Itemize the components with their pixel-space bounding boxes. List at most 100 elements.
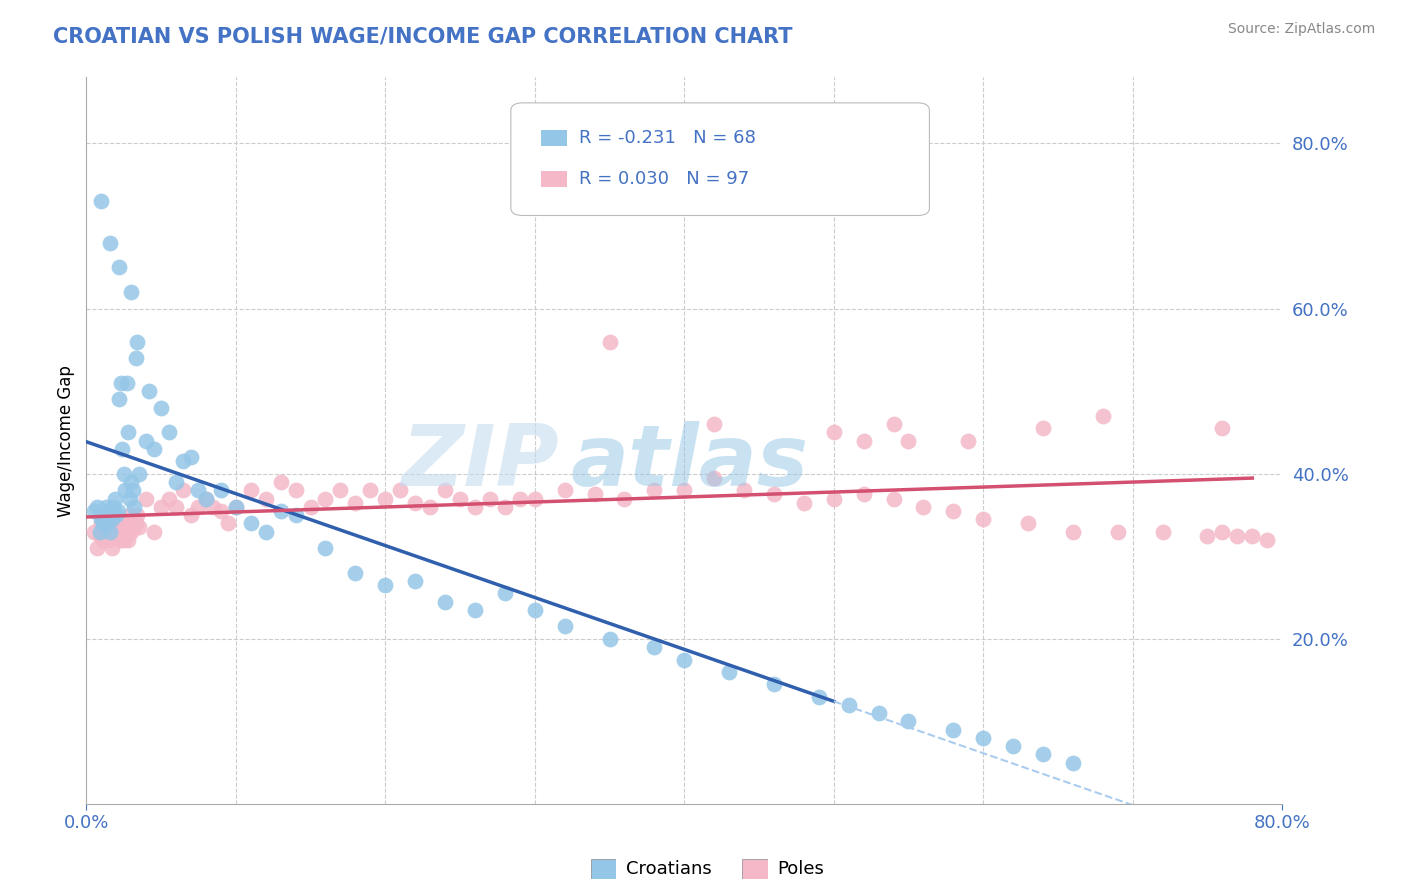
Point [1107,524,1129,539]
Point [404,495,426,509]
Point [93,524,115,539]
Point [703,471,725,485]
Point [1152,524,1174,539]
Point [1197,529,1219,543]
Point [172,454,194,468]
Point [89,529,111,543]
Point [1062,756,1084,770]
Point [404,574,426,588]
Point [165,475,187,489]
Point [165,500,187,514]
Point [374,578,396,592]
Point [673,483,696,498]
Point [107,504,129,518]
Point [135,434,157,448]
Point [86,500,108,514]
Point [718,665,741,679]
Point [344,566,367,580]
Point [494,586,516,600]
Point [314,491,336,506]
Point [942,723,965,737]
Point [91,533,114,547]
Point [108,260,131,275]
Point [122,520,145,534]
Point [217,516,239,531]
Point [121,483,143,498]
Point [344,495,367,509]
Point [91,516,114,531]
Point [122,500,145,514]
Point [464,500,486,514]
Point [138,384,160,399]
Point [762,487,785,501]
Point [225,500,247,514]
Point [98,524,121,539]
Text: CROATIAN VS POLISH WAGE/INCOME GAP CORRELATION CHART: CROATIAN VS POLISH WAGE/INCOME GAP CORRE… [53,27,793,46]
Point [194,491,217,506]
Point [359,483,381,498]
Point [209,483,232,498]
Text: R = 0.030   N = 97: R = 0.030 N = 97 [579,170,749,188]
Point [120,524,142,539]
Point [100,512,122,526]
Point [1241,529,1264,543]
Text: R = -0.231   N = 68: R = -0.231 N = 68 [579,128,756,147]
Point [98,235,121,250]
Point [98,524,121,539]
Text: ZIP: ZIP [401,421,558,504]
Point [124,516,146,531]
Point [114,483,136,498]
Point [1017,516,1039,531]
Point [118,508,141,522]
Point [523,603,546,617]
Point [96,516,118,531]
Point [972,731,994,745]
Point [299,500,322,514]
Point [107,524,129,539]
Point [1211,524,1233,539]
Point [583,487,606,501]
Point [114,516,136,531]
Point [180,450,202,465]
Point [111,524,134,539]
Point [449,491,471,506]
Point [554,483,576,498]
Point [142,524,165,539]
Point [239,516,262,531]
Point [643,483,665,498]
Text: atlas: atlas [571,421,808,504]
Point [762,677,785,691]
Point [284,483,307,498]
Point [115,376,138,390]
Point [254,491,277,506]
Point [187,500,209,514]
Y-axis label: Wage/Income Gap: Wage/Income Gap [58,365,75,516]
Point [105,512,128,526]
Point [117,533,139,547]
Point [111,442,134,456]
Point [464,603,486,617]
Point [254,524,277,539]
Point [643,640,665,654]
Point [523,491,546,506]
Point [97,533,120,547]
Point [103,516,125,531]
Point [478,491,501,506]
Point [912,500,935,514]
Point [419,500,441,514]
Point [110,533,132,547]
Point [90,516,112,531]
Point [852,487,875,501]
Point [105,508,128,522]
Point [270,475,292,489]
Point [108,516,131,531]
Point [150,500,173,514]
Point [94,529,117,543]
Point [124,351,146,366]
Point [613,491,636,506]
Point [202,500,225,514]
Point [434,483,457,498]
Point [209,504,232,518]
Point [83,504,105,518]
Point [599,632,621,646]
